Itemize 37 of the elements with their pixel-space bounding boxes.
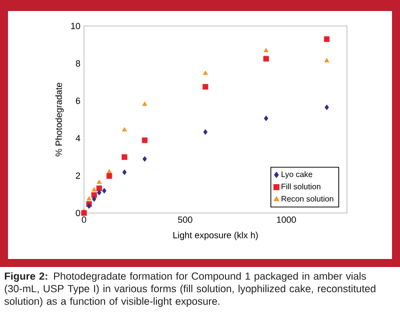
point [91,192,97,198]
point [106,173,112,179]
y-tick-label: 4 [76,135,80,142]
y-tick-label: 8 [76,60,80,67]
point [142,102,148,106]
y-tick-label: 6 [76,98,80,104]
y-tick-label: 2 [76,172,80,179]
point [122,169,127,176]
x-tick-label: 500 [178,216,192,223]
point [106,169,112,174]
point [92,196,96,202]
point [96,180,102,184]
point [202,70,208,75]
point [264,48,269,52]
text: Figure 2: Photodegradate formation for Compound 1 packaged in amber vials (30-mL, USP Type I) in various forms (fill solution, lyophilized cake, reconstituted solution) as a function of visible-light exposure. [4,272,376,307]
point [263,56,269,62]
point [142,156,147,162]
point [202,84,208,90]
point [324,58,330,62]
y-axis-title: % Photodegradate [55,82,64,156]
x-tick-label: 1000 [277,216,296,223]
point [86,196,92,200]
point [142,137,148,144]
y-tick-label: 10 [71,22,80,30]
point [122,127,127,132]
point [92,187,97,192]
x-tick-label: 0 [82,216,86,223]
y-tick-label: 0 [76,210,80,216]
point [264,116,268,122]
point [97,190,102,196]
point [203,129,208,135]
x-axis-title: Light exposure (klx h) [173,232,258,240]
point [81,210,87,216]
point [324,104,329,110]
point [122,154,128,160]
point [96,186,102,192]
point [324,36,330,42]
